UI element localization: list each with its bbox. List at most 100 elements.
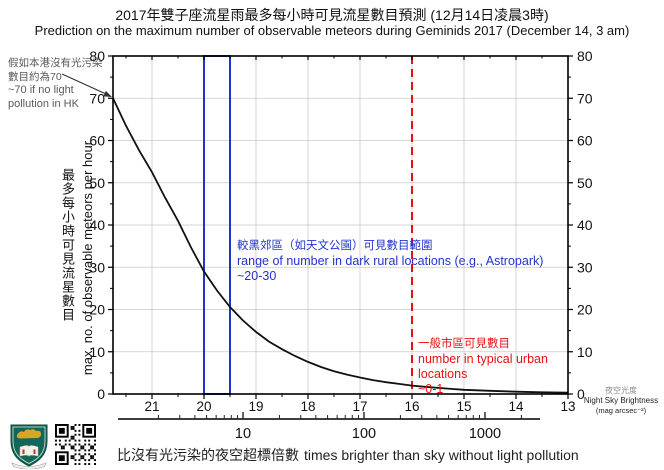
dark-rural-note: 較黑郊區（如天文公園）可見數目範圍 range of number in dar… <box>237 238 547 284</box>
qr-module <box>78 439 81 442</box>
crest-inner-border <box>12 426 46 464</box>
qr-finder <box>86 427 93 434</box>
x-tick-label: 16 <box>404 399 419 414</box>
note-line: range of number in dark rural locations … <box>237 254 544 268</box>
qr-module <box>84 439 87 442</box>
qr-module <box>84 463 87 465</box>
qr-module <box>88 439 91 442</box>
note-line: ~0-1 <box>418 382 444 396</box>
qr-module <box>64 443 67 446</box>
qr-module <box>88 453 91 456</box>
qr-module <box>74 443 77 446</box>
qr-module <box>84 459 87 462</box>
qr-module <box>94 449 96 452</box>
qr-module <box>94 463 96 465</box>
note-line: 數目約為70 <box>8 71 62 83</box>
qr-module <box>94 439 96 442</box>
urban-note: 一般市區可見數目 number in typical urban locatio… <box>418 336 598 397</box>
axis-ticks <box>108 55 573 399</box>
qr-module <box>78 459 81 462</box>
qr-module <box>92 455 95 458</box>
y-tick-label-left: 40 <box>89 217 105 233</box>
qr-module <box>74 439 77 442</box>
bottom-caption-en: times brighter than sky without light po… <box>304 447 579 463</box>
qr-module <box>78 429 81 432</box>
x-tick-label: 13 <box>560 399 575 414</box>
qr-module <box>78 433 81 436</box>
qr-module <box>78 449 81 452</box>
qr-module <box>60 445 63 448</box>
qr-module <box>74 459 77 462</box>
note-line: pollution in HK <box>8 97 79 110</box>
qr-module <box>74 424 77 426</box>
qr-module <box>58 443 61 446</box>
qr-module <box>70 445 73 448</box>
annotation-arrow <box>61 73 112 97</box>
x-tick-label: 19 <box>248 399 263 414</box>
y-tick-label-right: 60 <box>577 133 593 149</box>
qr-module <box>70 437 73 440</box>
qr-module <box>94 453 96 456</box>
qr-module <box>70 427 73 430</box>
qr-finder <box>58 455 65 462</box>
qr-module <box>82 445 85 448</box>
y-tick-label-right: 10 <box>577 344 593 360</box>
log-tick-label: 100 <box>352 426 376 442</box>
x-axis-label-unit: (mag arcsec⁻²) <box>595 406 647 415</box>
qr-module <box>74 433 77 436</box>
qr-module <box>74 453 77 456</box>
y-tick-label-right: 80 <box>577 48 593 64</box>
qr-module <box>60 447 63 450</box>
qr-module <box>80 455 83 458</box>
y-tick-label-right: 0 <box>577 386 585 402</box>
qr-module <box>72 445 75 448</box>
x-tick-label: 18 <box>300 399 315 414</box>
qr-module <box>94 459 96 462</box>
y-axis-label-zh: 最多每小時可見流星數目 <box>60 168 75 322</box>
crest-book-text <box>33 449 36 454</box>
bottom-caption-zh: 比沒有光污染的夜空超標倍數 <box>117 447 299 463</box>
hku-crest-logo <box>10 424 48 469</box>
qr-module <box>80 447 83 450</box>
qr-module <box>78 424 81 426</box>
x-tick-label: 21 <box>144 399 159 414</box>
qr-module <box>90 455 93 458</box>
chart-title-zh: 2017年雙子座流星雨最多每小時可見流星數目預測 (12月14日凌晨3時) <box>115 7 549 23</box>
note-line: 假如本港沒有光污染 <box>8 57 103 69</box>
qr-module <box>64 439 67 442</box>
qr-module <box>82 447 85 450</box>
y-tick-label-right: 40 <box>577 217 593 233</box>
qr-module <box>90 447 93 450</box>
note-line: 較黑郊區（如天文公園）可見數目範圍 <box>237 240 433 252</box>
log-tick-label: 10 <box>235 426 251 442</box>
qr-module <box>84 449 87 452</box>
y-tick-label-left: 0 <box>97 386 105 402</box>
y-axis-label-en: max. no. of observable meteors per hour <box>80 140 95 376</box>
qr-module <box>84 453 87 456</box>
crest-lion <box>16 429 41 439</box>
qr-module <box>92 445 95 448</box>
qr-module <box>82 457 85 460</box>
chart-title-en: Prediction on the maximum number of obse… <box>34 23 630 38</box>
qr-module <box>55 443 57 446</box>
qr-module <box>72 427 75 430</box>
qr-module <box>88 443 91 446</box>
qr-module <box>84 443 87 446</box>
y-tick-label-right: 20 <box>577 302 593 318</box>
y-tick-label-left: 20 <box>89 302 105 318</box>
qr-module <box>78 443 81 446</box>
qr-module <box>62 447 65 450</box>
x-tick-label: 14 <box>508 399 524 414</box>
qr-module <box>72 447 75 450</box>
y-tick-label-right: 50 <box>577 175 593 191</box>
qr-module <box>88 449 91 452</box>
qr-module <box>70 425 73 428</box>
y-tick-label-left: 50 <box>89 175 105 191</box>
qr-module <box>70 447 73 450</box>
qr-module <box>58 439 61 442</box>
qr-module <box>70 455 73 458</box>
qr-module <box>62 445 65 448</box>
qr-module <box>74 429 77 432</box>
